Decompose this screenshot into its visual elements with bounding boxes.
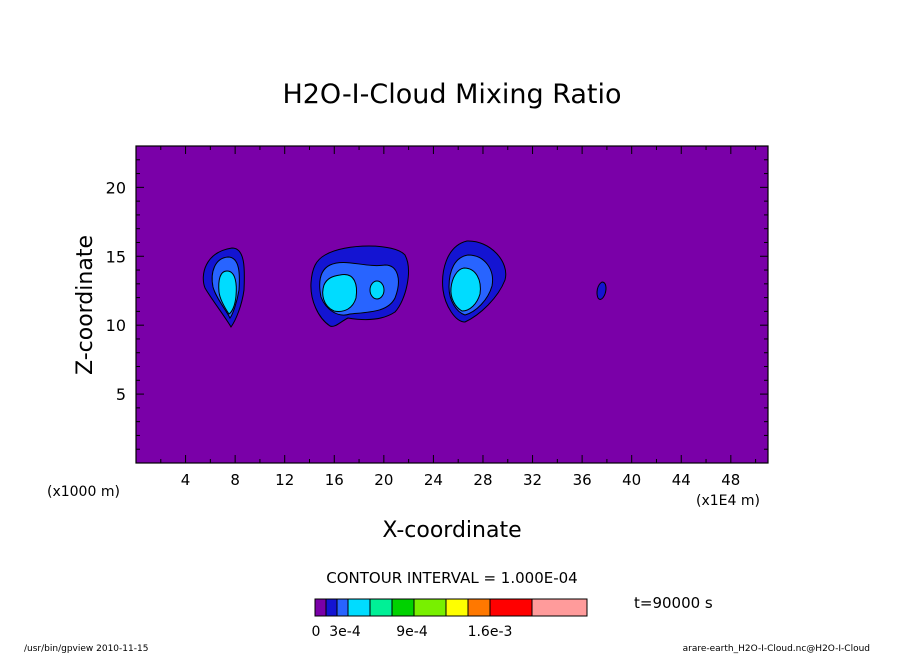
x-axis-ticks: 4 8 12 16 20 24 28 32 36 40 44 48 <box>160 146 757 489</box>
colorbar-tick-label: 9e-4 <box>396 624 428 640</box>
x-tick-label: 44 <box>672 471 691 489</box>
colorbar-cell <box>467 598 491 617</box>
colorbar-labels: 0 3e-4 9e-4 1.6e-3 <box>312 624 513 640</box>
colorbar-cell <box>325 598 338 617</box>
y-axis-ticks: 5 10 15 20 <box>106 159 768 450</box>
x-tick-label: 24 <box>424 471 443 489</box>
x-tick-label: 12 <box>275 471 294 489</box>
contour-level-3 <box>218 270 237 315</box>
colorbar-cell <box>489 598 533 617</box>
y-tick-label: 15 <box>106 247 126 266</box>
colorbar-cell <box>369 598 393 617</box>
colorbar-tick-label: 3e-4 <box>329 624 361 640</box>
x-scale-note: (x1E4 m) <box>696 493 760 509</box>
time-label: t=90000 s <box>634 594 713 612</box>
colorbar-tick-label: 0 <box>312 624 321 640</box>
colorbar-cell <box>336 598 349 617</box>
x-tick-label: 36 <box>573 471 592 489</box>
colorbar-cell <box>445 598 469 617</box>
contour-level-3 <box>450 267 481 312</box>
contour-level-3 <box>369 280 385 300</box>
x-tick-label: 4 <box>181 471 191 489</box>
z-scale-note: (x1000 m) <box>47 484 120 500</box>
x-tick-label: 28 <box>473 471 492 489</box>
colorbar-cell <box>314 598 327 617</box>
y-tick-label: 10 <box>106 316 126 335</box>
chart-title: H2O-I-Cloud Mixing Ratio <box>282 79 621 110</box>
colorbar <box>314 598 588 617</box>
plot-frame <box>135 145 769 464</box>
footer-right: arare-earth_H2O-I-Cloud.nc@H2O-I-Cloud <box>683 644 870 654</box>
y-tick-label: 5 <box>116 385 126 404</box>
footer-left: /usr/bin/gpview 2010-11-15 <box>24 644 148 654</box>
x-tick-label: 40 <box>622 471 641 489</box>
colorbar-cell <box>531 598 588 617</box>
x-tick-label: 48 <box>721 471 740 489</box>
y-tick-label: 20 <box>106 178 126 197</box>
contour-level-3 <box>322 274 358 312</box>
y-axis-label: Z-coordinate <box>73 235 98 375</box>
x-axis-label: X-coordinate <box>382 518 521 543</box>
contour-interval-label: CONTOUR INTERVAL = 1.000E-04 <box>326 569 577 587</box>
x-tick-label: 20 <box>374 471 393 489</box>
x-tick-label: 8 <box>230 471 240 489</box>
x-tick-label: 32 <box>523 471 542 489</box>
colorbar-cell <box>413 598 447 617</box>
colorbar-cell <box>347 598 371 617</box>
colorbar-tick-label: 1.6e-3 <box>468 624 513 640</box>
contour-level-1 <box>596 281 607 300</box>
colorbar-cell <box>391 598 415 617</box>
x-tick-label: 16 <box>325 471 344 489</box>
contour-fills <box>202 240 607 328</box>
